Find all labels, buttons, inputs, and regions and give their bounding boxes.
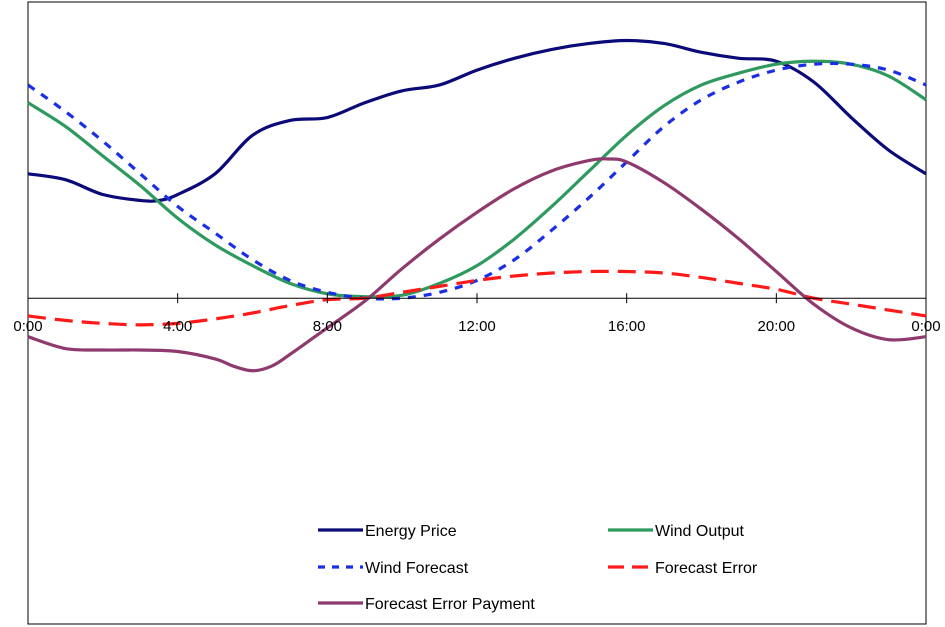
- legend: Energy Price Wind Output Wind Forecast Fore…: [318, 523, 758, 613]
- series-line-energy-price: [27, 38, 927, 203]
- series-line-wind-forecast: [27, 61, 927, 301]
- x-tick-label: 12:00: [458, 318, 496, 335]
- legend-label: Forecast Error Payment: [365, 596, 535, 613]
- legend-item-wind-forecast: Wind Forecast: [318, 560, 469, 577]
- legend-label: Energy Price: [365, 523, 457, 540]
- legend-item-energy-price: Energy Price: [318, 523, 457, 540]
- legend-item-forecast-error-payment: Forecast Error Payment: [318, 596, 535, 613]
- x-ticks: 0:00 4:00 8:00 12:00 16:00 20:00 0:00: [13, 293, 941, 335]
- plot-border: [27, 1, 927, 625]
- legend-label: Forecast Error: [655, 560, 758, 577]
- legend-label: Wind Output: [655, 523, 744, 540]
- series-line-forecast-error-payment: [27, 157, 927, 373]
- x-tick-label: 0:00: [13, 318, 42, 335]
- x-tick-label: 20:00: [758, 318, 796, 335]
- x-tick-label: 16:00: [608, 318, 646, 335]
- legend-item-forecast-error: Forecast Error: [608, 560, 758, 577]
- series-line-forecast-error: [27, 269, 927, 327]
- x-tick-label: 0:00: [911, 318, 940, 335]
- legend-label: Wind Forecast: [365, 560, 469, 577]
- x-tick-label: 4:00: [163, 318, 192, 335]
- legend-item-wind-output: Wind Output: [608, 523, 744, 540]
- series-line-wind-output: [27, 59, 927, 299]
- series-layer: [27, 38, 927, 373]
- x-tick-label: 8:00: [313, 318, 342, 335]
